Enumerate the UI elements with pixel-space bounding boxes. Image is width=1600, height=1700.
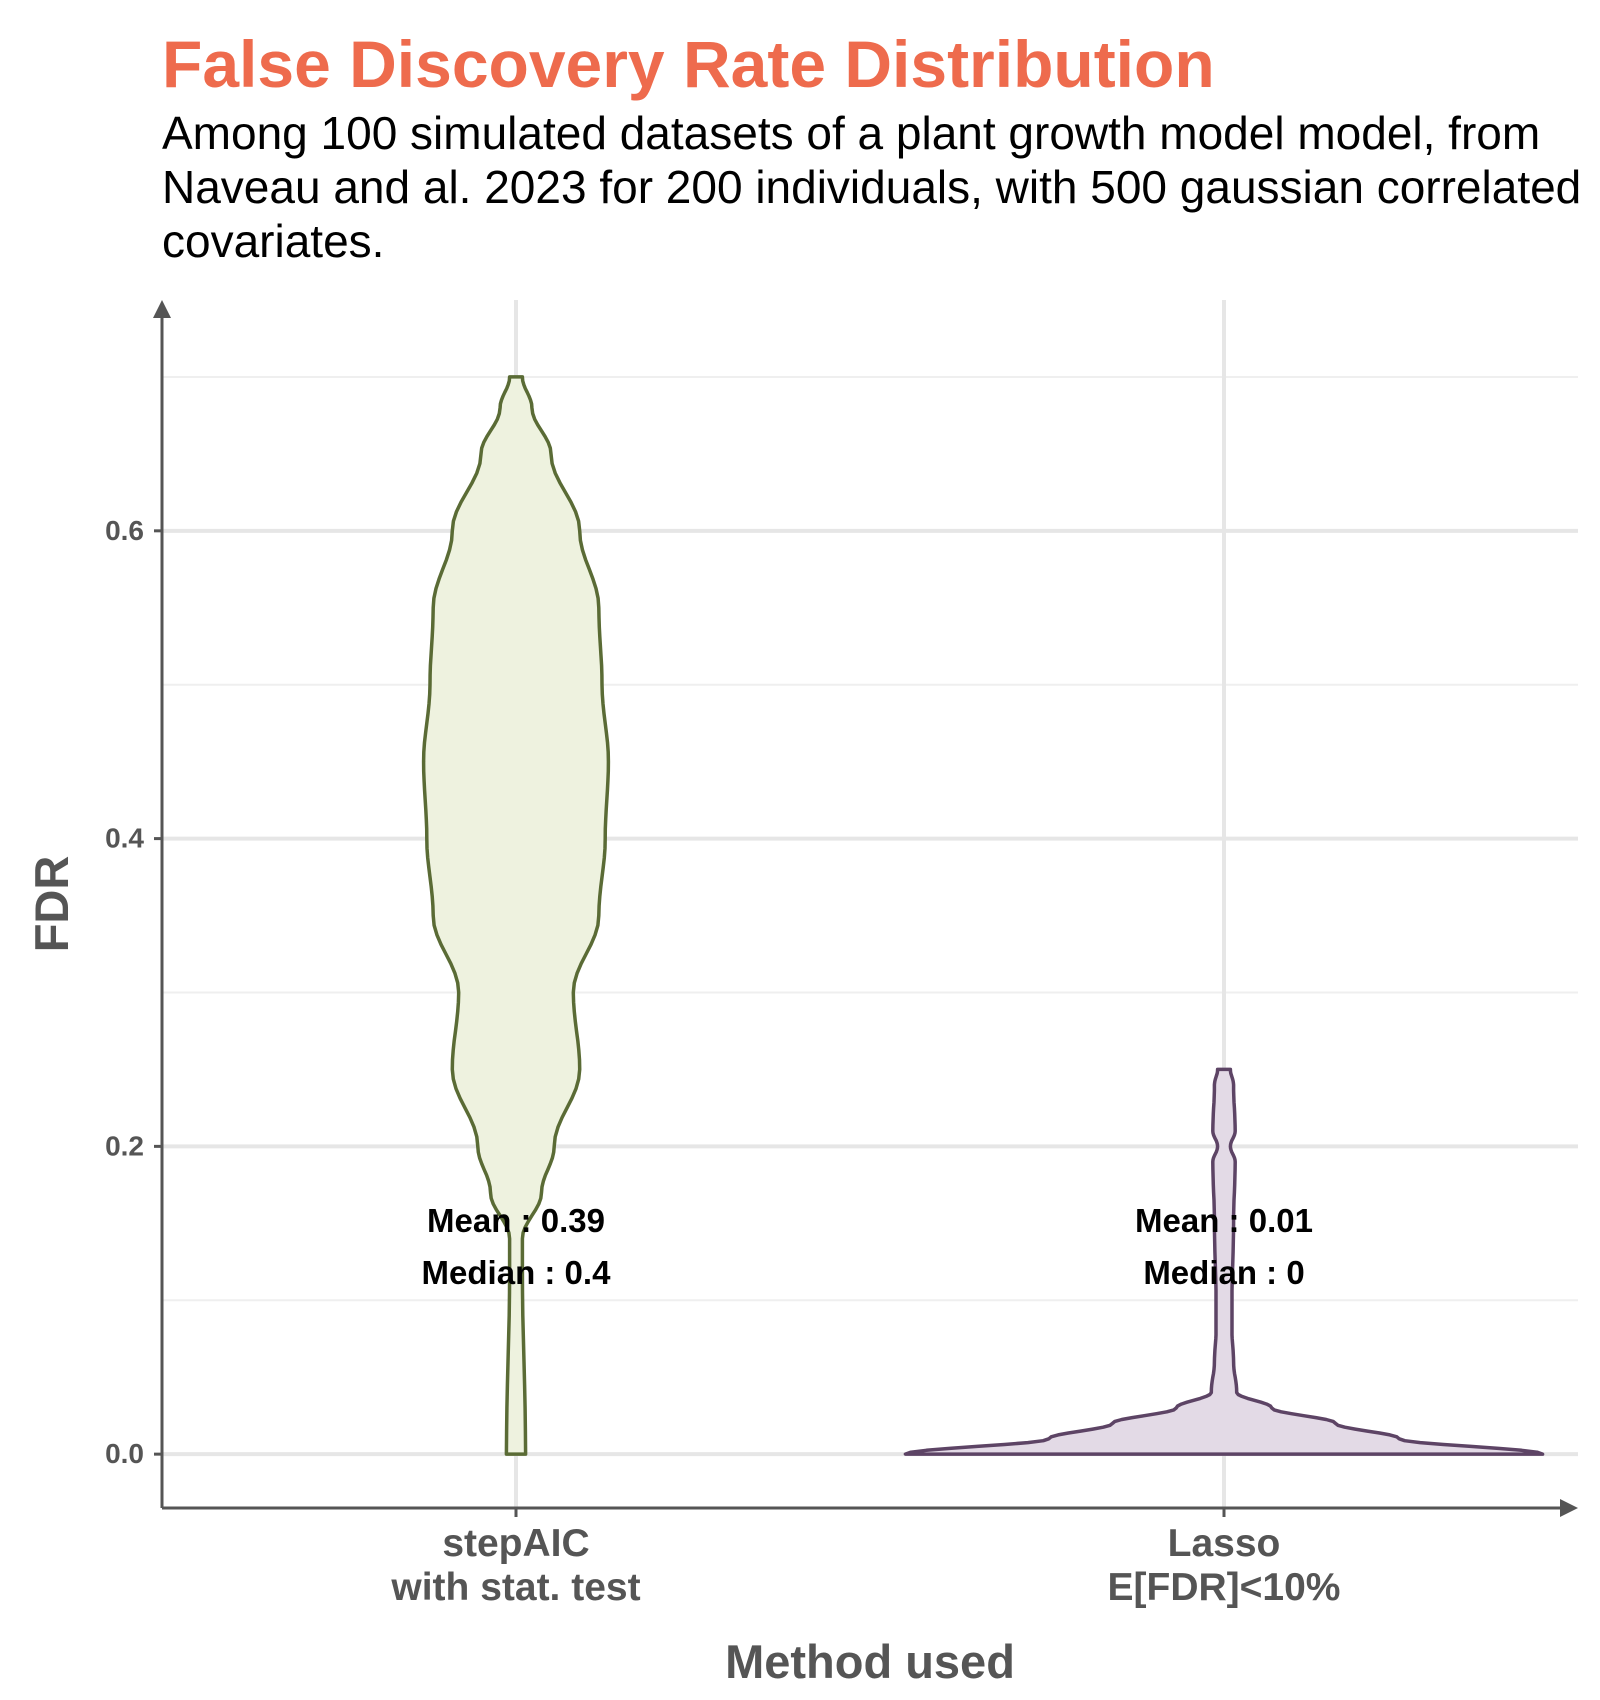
- x-tick-label: Lasso: [1168, 1522, 1281, 1565]
- y-axis-title: FDR: [25, 856, 78, 953]
- x-tick-label: stepAIC: [442, 1522, 589, 1565]
- x-tick-label: with stat. test: [390, 1566, 640, 1609]
- x-axis-arrow: [1560, 1499, 1578, 1517]
- grid-layer: [162, 300, 1578, 1508]
- mean-annotation: Mean : 0.01: [1135, 1202, 1313, 1239]
- y-tick-label: 0.4: [105, 823, 144, 854]
- y-axis-arrow: [153, 300, 171, 318]
- x-tick-label: E[FDR]<10%: [1108, 1566, 1341, 1609]
- y-tick-label: 0.6: [105, 515, 144, 546]
- median-annotation: Median : 0: [1143, 1254, 1304, 1291]
- violin-0: [421, 375, 611, 1456]
- mean-annotation: Mean : 0.39: [427, 1202, 605, 1239]
- violin-layer: [421, 375, 1545, 1456]
- x-axis-title: Method used: [725, 1635, 1015, 1688]
- chart-title: False Discovery Rate Distribution: [162, 27, 1215, 101]
- y-tick-label: 0.0: [105, 1438, 144, 1469]
- median-annotation: Median : 0.4: [422, 1254, 612, 1291]
- violin-1: [903, 1067, 1545, 1456]
- y-tick-label: 0.2: [105, 1130, 144, 1161]
- chart-subtitle: Among 100 simulated datasets of a plant …: [162, 107, 1582, 267]
- label-layer: Mean : 0.39 Median : 0.4 Mean : 0.01 Median…: [422, 1202, 1313, 1291]
